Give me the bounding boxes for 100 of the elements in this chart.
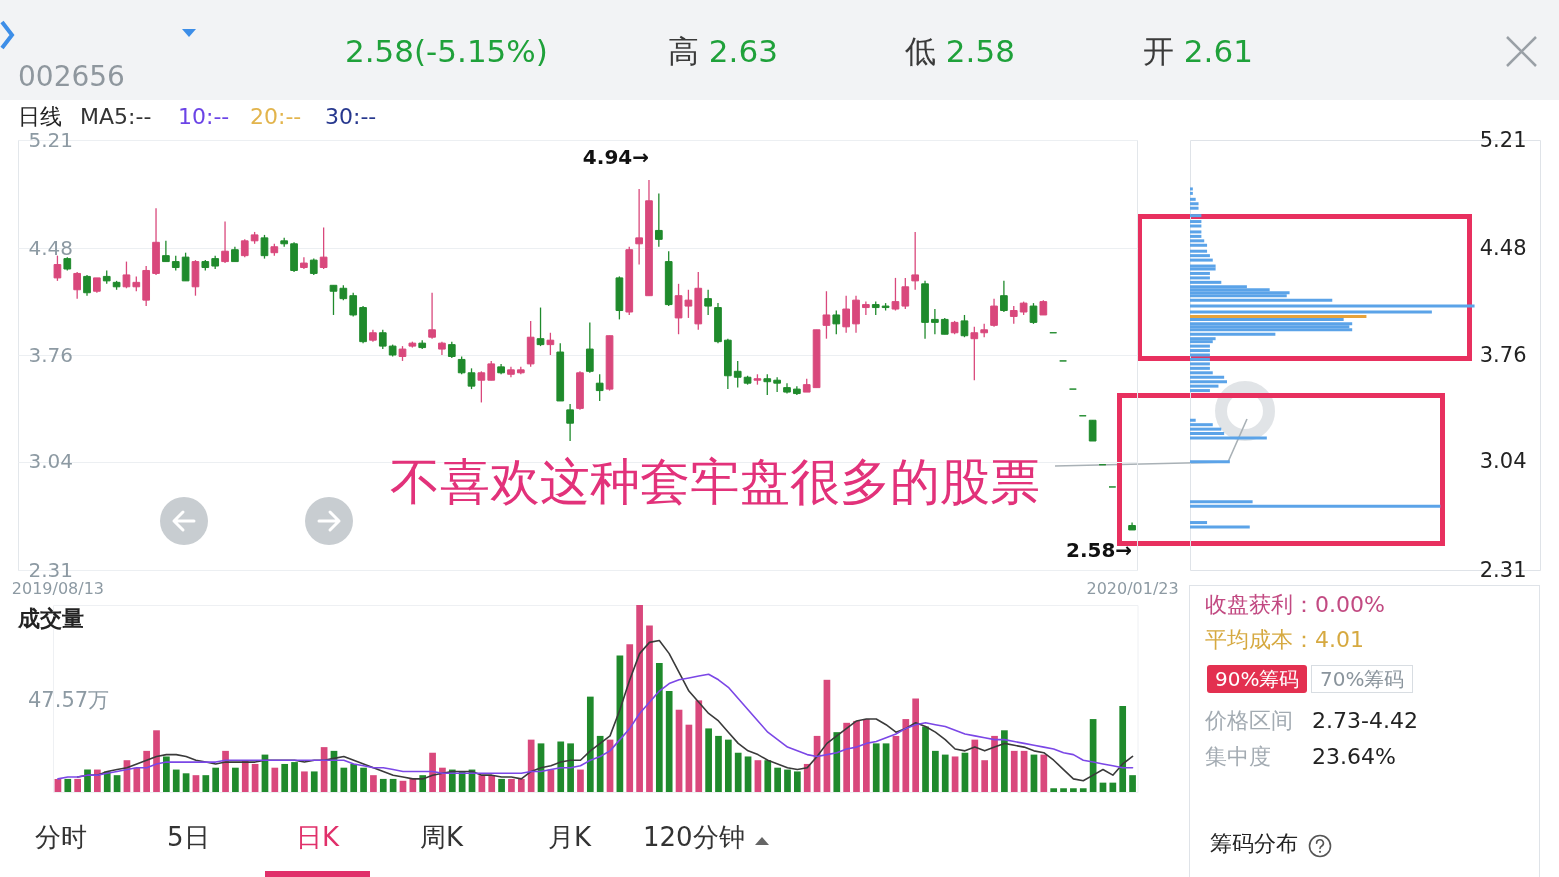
- bar: [1190, 328, 1353, 332]
- text: 低 2.58: [905, 33, 1015, 69]
- annotation: 不喜欢这种套牢盘很多的股票: [390, 452, 1040, 512]
- text: 周K: [420, 822, 464, 854]
- candlestick: [862, 300, 870, 316]
- bar: [162, 756, 170, 792]
- bar: [655, 662, 663, 792]
- bar: [487, 775, 495, 792]
- text: 5日: [167, 822, 210, 854]
- candlestick: [53, 255, 62, 282]
- bar: [349, 763, 357, 792]
- bar: [192, 775, 199, 792]
- bar: [1190, 371, 1213, 375]
- y-tick-label: 5.21: [1479, 127, 1527, 152]
- bar: [882, 743, 889, 792]
- bar: [1190, 357, 1210, 361]
- candlestick: [428, 292, 436, 340]
- bar: [142, 750, 150, 792]
- chart-title: 成交量: [18, 606, 84, 633]
- bar: [980, 760, 988, 792]
- bar: [1049, 788, 1057, 792]
- bar: [1190, 258, 1213, 262]
- candlestick: [822, 290, 831, 340]
- bar: [793, 771, 801, 792]
- candlestick: [635, 188, 643, 266]
- bar: [1190, 243, 1208, 247]
- bar: [734, 752, 742, 792]
- bar: [517, 778, 525, 792]
- bar: [1190, 220, 1202, 224]
- bar: [73, 778, 81, 792]
- text: 开 2.61: [1143, 33, 1253, 69]
- bar: [1190, 249, 1208, 253]
- bar: [1010, 750, 1018, 792]
- bar: [507, 778, 515, 792]
- bar: [1190, 191, 1193, 195]
- text: MA5:--: [80, 104, 152, 131]
- bar: [1190, 234, 1202, 238]
- bar: [1118, 705, 1126, 792]
- bar: [1190, 254, 1210, 258]
- bar: [83, 769, 91, 792]
- bar: [714, 735, 722, 792]
- candlestick: [704, 289, 712, 316]
- bar: [832, 732, 840, 792]
- bar: [300, 771, 308, 792]
- text: 70%筹码: [1311, 665, 1414, 693]
- bar: [172, 769, 180, 792]
- text: 价格区间 2.73-4.42: [1205, 708, 1418, 735]
- bar: [1190, 521, 1208, 525]
- bar: [409, 778, 416, 792]
- bar: [132, 767, 140, 792]
- candlestick: [733, 360, 742, 389]
- candlestick: [329, 284, 338, 316]
- bar: [586, 696, 594, 792]
- bar: [93, 769, 101, 792]
- bar: [1190, 432, 1225, 436]
- bar: [1190, 224, 1202, 228]
- text: 2.58(-5.15%): [345, 33, 548, 71]
- annotation: 2.58→: [1065, 537, 1133, 562]
- bar: [1190, 304, 1475, 308]
- bar: [724, 739, 732, 792]
- bar: [211, 767, 219, 792]
- candlestick: [960, 314, 969, 338]
- bar: [970, 739, 978, 792]
- text: 日K: [296, 822, 340, 854]
- text: 20:--: [250, 104, 302, 131]
- bar: [428, 752, 436, 792]
- bar: [1190, 344, 1210, 348]
- candlestick: [1029, 302, 1038, 325]
- bar: [1190, 214, 1202, 218]
- bar: [1190, 384, 1219, 388]
- candlestick: [181, 252, 190, 282]
- bar: [1190, 332, 1276, 336]
- text: 月K: [548, 822, 592, 854]
- text: 平均成本：4.01: [1205, 627, 1364, 654]
- bar: [1128, 775, 1136, 792]
- text: 集中度 23.64%: [1205, 744, 1396, 769]
- bar: [1190, 436, 1267, 440]
- bar: [1190, 267, 1216, 271]
- candlestick: [83, 274, 91, 297]
- candlestick: [891, 277, 900, 312]
- bar: [1059, 788, 1067, 792]
- bar: [576, 769, 584, 792]
- bar: [911, 698, 919, 792]
- bar: [1190, 504, 1441, 508]
- bar: [359, 767, 367, 792]
- text: 10:--: [178, 104, 230, 131]
- bar: [1190, 310, 1432, 314]
- candlestick: [319, 226, 328, 270]
- bar: [1190, 366, 1210, 370]
- bar: [310, 771, 318, 792]
- text: 30:--: [325, 104, 377, 131]
- bar: [1190, 202, 1199, 206]
- candlestick: [990, 298, 998, 328]
- bar: [290, 762, 298, 792]
- bar: [1190, 380, 1227, 384]
- candlestick: [911, 231, 920, 291]
- bar: [270, 767, 278, 792]
- candlestick: [73, 271, 82, 300]
- candlestick: [585, 321, 594, 374]
- bar: [1190, 500, 1253, 504]
